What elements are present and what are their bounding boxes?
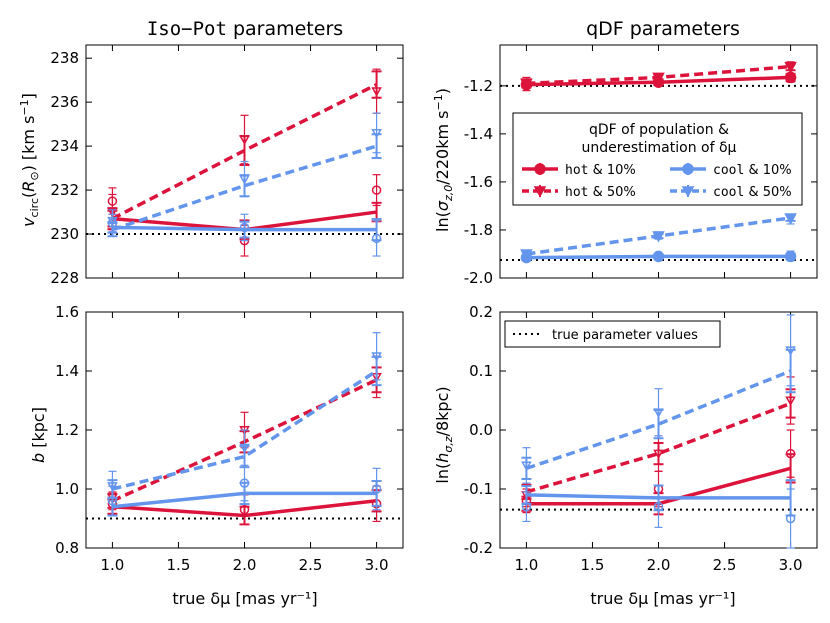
- series-hsigma-3: [521, 314, 796, 484]
- x-tick-label-b: 3.0: [365, 556, 389, 574]
- series-sigma-1: [520, 61, 797, 90]
- series-line: [525, 369, 792, 471]
- y-tick-label-vcirc: 238: [50, 49, 79, 67]
- series-line: [525, 401, 792, 494]
- y-tick-label-b: 1.2: [55, 421, 79, 439]
- legend-marker-2: [682, 163, 694, 175]
- series-sigma-3: [520, 213, 797, 261]
- x-tick-label-b: 2.0: [233, 556, 257, 574]
- panel-vcirc: 228 230 232 234 236 238: [50, 44, 404, 287]
- y-tick-label-hsigma: -0.1: [464, 480, 493, 498]
- legend-truth: true parameter values: [504, 320, 721, 348]
- x-axis-label-left: true δμ [mas yr⁻¹]: [172, 589, 317, 608]
- y-tick-label-hsigma: 0.2: [469, 303, 493, 321]
- right-column-title: qDF parameters: [586, 18, 740, 40]
- y-tick-label-vcirc: 228: [50, 269, 79, 287]
- x-axis-label-right: true δμ [mas yr⁻¹]: [590, 589, 735, 608]
- legend-qdf-frame: [512, 112, 803, 206]
- legend-entry-hot-10: hot & 10%: [565, 163, 636, 178]
- y-tick-label-b: 0.8: [55, 539, 79, 557]
- data-point: [520, 78, 533, 90]
- data-point: [652, 72, 665, 84]
- legend-marker-1: [533, 186, 547, 198]
- y-axis-label-b: b [kpc]: [29, 407, 48, 463]
- x-tick-label-hsigma: 1.5: [581, 556, 605, 574]
- legend-truth-label: true parameter values: [552, 328, 698, 343]
- y-tick-label-hsigma: -0.2: [464, 539, 493, 557]
- scatter-point: [371, 185, 382, 195]
- y-tick-label-sigma: -2.0: [464, 269, 493, 287]
- y-tick-label-vcirc: 236: [50, 93, 79, 111]
- series-hsigma-2: [521, 479, 796, 549]
- series-b-3: [107, 332, 382, 502]
- scatter-point: [107, 216, 118, 227]
- data-point: [784, 250, 797, 263]
- y-tick-label-vcirc: 232: [50, 181, 79, 199]
- x-tick-label-b: 1.5: [167, 556, 191, 574]
- legend-qdf-title-1: qDF of population &: [589, 122, 729, 138]
- y-tick-label-b: 1.6: [55, 303, 79, 321]
- x-tick-label-b: 1.0: [100, 556, 124, 574]
- data-point: [784, 213, 797, 225]
- legend-entry-cool-50: cool & 50%: [713, 185, 792, 200]
- y-axis-label-sigma: ln(σz,0/220km s−1): [432, 88, 455, 232]
- x-tick-label-b: 2.5: [299, 556, 323, 574]
- scatter-point: [239, 443, 250, 454]
- y-tick-label-sigma: -1.8: [464, 221, 493, 239]
- legend-entry-cool-10: cool & 10%: [713, 163, 792, 178]
- legend-truth-frame: [504, 320, 721, 348]
- y-axis-label-vcirc: vcirc(R⊙) [km s−1]: [18, 93, 41, 227]
- y-tick-label-hsigma: 0.0: [469, 421, 493, 439]
- y-tick-label-sigma: -1.2: [464, 77, 493, 95]
- x-tick-label-hsigma: 2.5: [713, 556, 737, 574]
- x-tick-label-hsigma: 1.0: [514, 556, 538, 574]
- y-tick-label-b: 1.4: [55, 362, 79, 380]
- series-line: [111, 369, 378, 491]
- y-tick-label-b: 1.0: [55, 480, 79, 498]
- data-point: [520, 249, 533, 261]
- data-point: [652, 231, 665, 243]
- legend-qdf-title-2: underestimation of δμ: [582, 140, 737, 156]
- y-tick-label-sigma: -1.6: [464, 173, 493, 191]
- panel-b: 1.0 1.5 2.0 2.5 3.0 0.8 1.0 1.2 1.4 1.6: [55, 303, 404, 574]
- y-axis-label-hsigma: ln(hσ,z/8kpc): [433, 386, 455, 483]
- data-point: [652, 250, 665, 263]
- legend-entry-hot-50: hot & 50%: [565, 185, 636, 200]
- series-vcirc-3: [107, 112, 382, 238]
- y-tick-label-sigma: -1.4: [464, 125, 493, 143]
- y-tick-label-vcirc: 234: [50, 137, 79, 155]
- y-tick-label-vcirc: 230: [50, 225, 79, 243]
- legend-marker-3: [681, 186, 695, 198]
- series-line: [111, 144, 378, 232]
- legend-qdf: qDF of population & underestimation of δ…: [512, 112, 803, 206]
- x-tick-label-hsigma: 3.0: [779, 556, 803, 574]
- panels: 228 230 232 234 236 238 -2.0 -1.8 -1.6 -1.4 -1.2 1.…: [50, 44, 818, 574]
- panel-hsigma: 1.0 1.5 2.0 2.5 3.0 -0.2 -0.1 0.0 0.1 0.2: [464, 303, 818, 574]
- x-tick-label-hsigma: 2.0: [647, 556, 671, 574]
- left-column-title: Iso−Pot parameters: [147, 18, 343, 40]
- data-point: [784, 61, 797, 74]
- y-tick-label-hsigma: 0.1: [469, 362, 493, 380]
- legend-marker-0: [534, 163, 546, 175]
